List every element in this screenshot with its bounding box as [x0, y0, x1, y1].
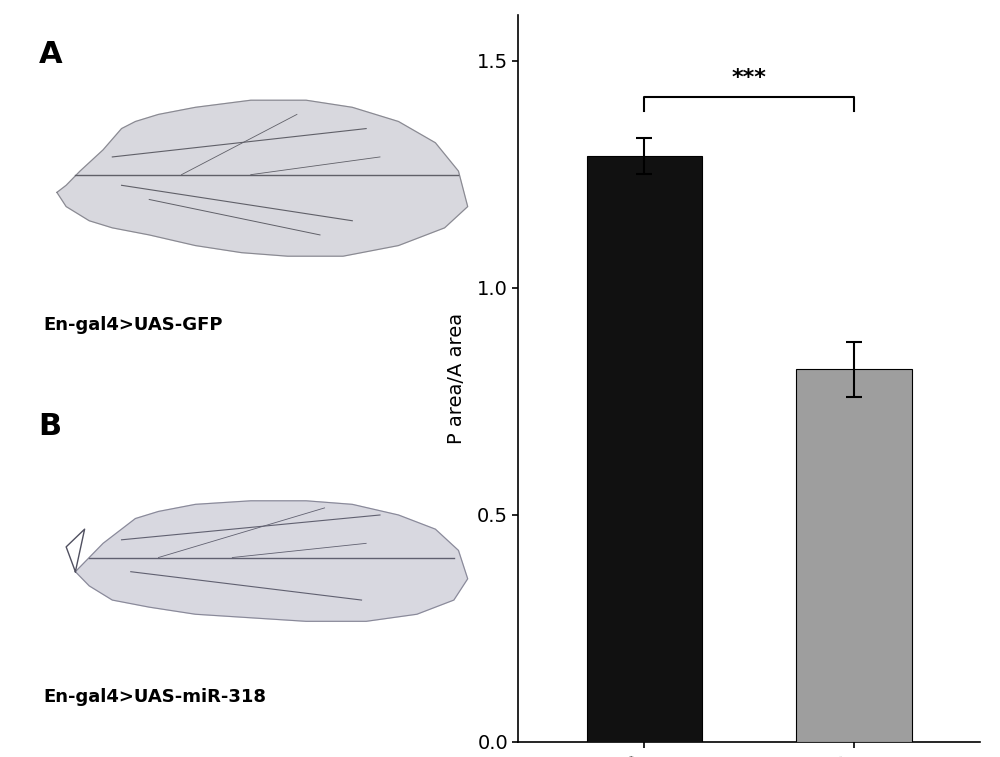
- Text: A: A: [38, 40, 62, 69]
- Bar: [587, 156, 702, 742]
- Y-axis label: P area/A area: P area/A area: [447, 313, 466, 444]
- Text: En-gal4>UAS-miR-318: En-gal4>UAS-miR-318: [43, 688, 266, 706]
- Bar: [796, 369, 912, 742]
- Text: ***: ***: [732, 68, 767, 88]
- Polygon shape: [57, 100, 468, 256]
- Text: B: B: [38, 412, 62, 441]
- Polygon shape: [75, 501, 468, 621]
- Text: En-gal4>UAS-GFP: En-gal4>UAS-GFP: [43, 316, 223, 334]
